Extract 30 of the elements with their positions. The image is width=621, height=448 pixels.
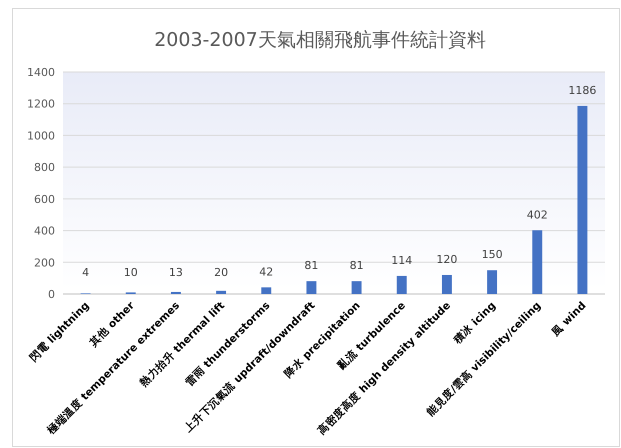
y-tick-label: 1200 [27, 98, 55, 111]
bar [577, 106, 588, 294]
y-tick-label: 400 [34, 224, 55, 238]
bar [306, 281, 316, 294]
data-label: 150 [482, 248, 503, 262]
bar [216, 290, 226, 294]
y-tick-label: 200 [34, 256, 55, 270]
data-label: 1186 [568, 84, 596, 97]
bar [261, 287, 272, 294]
data-label: 4 [82, 266, 90, 279]
data-label: 81 [304, 259, 318, 272]
y-tick-label: 1400 [27, 66, 55, 79]
bar [532, 230, 542, 294]
chart-title: 2003-2007天氣相關飛航事件統計資料 [154, 29, 486, 51]
data-label: 10 [124, 266, 138, 279]
y-tick-label: 800 [34, 161, 55, 174]
bar [352, 281, 362, 294]
data-label: 13 [168, 266, 183, 279]
data-label: 81 [350, 259, 364, 272]
y-tick-label: 0 [48, 288, 55, 301]
data-label: 20 [214, 266, 228, 279]
data-label: 402 [526, 208, 548, 222]
data-label: 120 [436, 252, 458, 266]
data-label: 114 [391, 254, 412, 267]
bar [487, 270, 498, 294]
data-label: 42 [259, 265, 274, 278]
y-tick-label: 600 [34, 192, 55, 206]
bar [442, 274, 452, 294]
y-tick-label: 1000 [27, 129, 55, 142]
bar [396, 276, 407, 294]
